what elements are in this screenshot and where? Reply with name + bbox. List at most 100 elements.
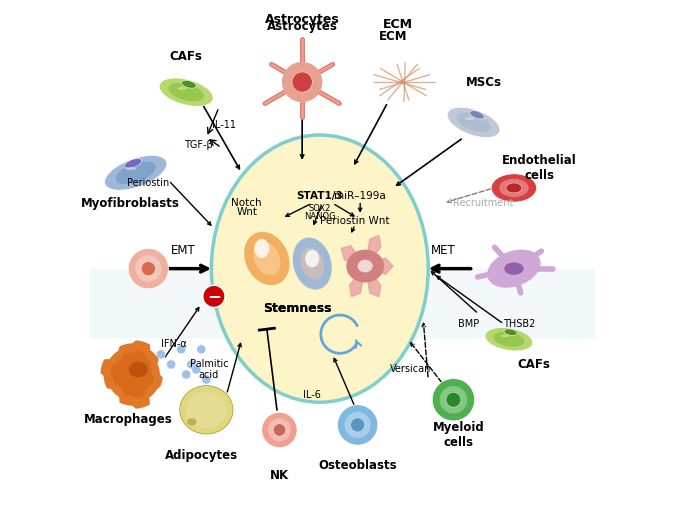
Text: NK: NK	[270, 469, 289, 482]
Text: Osteoblasts: Osteoblasts	[319, 459, 397, 472]
Ellipse shape	[464, 117, 474, 120]
Ellipse shape	[506, 183, 522, 193]
Ellipse shape	[254, 239, 269, 258]
Text: MET: MET	[431, 244, 456, 258]
Text: Astrocytes: Astrocytes	[265, 13, 340, 25]
Circle shape	[166, 360, 175, 369]
Ellipse shape	[159, 78, 213, 106]
Ellipse shape	[347, 250, 384, 282]
Polygon shape	[365, 266, 381, 297]
Text: THSB2: THSB2	[503, 319, 535, 329]
Text: EMT: EMT	[171, 244, 196, 258]
Ellipse shape	[186, 391, 227, 428]
Text: miR–199a: miR–199a	[334, 191, 386, 200]
Circle shape	[202, 375, 211, 384]
Ellipse shape	[282, 62, 323, 102]
Ellipse shape	[187, 418, 197, 425]
Text: Myeloid
cells: Myeloid cells	[433, 421, 484, 449]
Text: Recruitment: Recruitment	[453, 198, 514, 208]
Text: MSCs: MSCs	[466, 76, 501, 89]
Text: Wnt: Wnt	[236, 207, 257, 217]
Ellipse shape	[273, 424, 286, 436]
Ellipse shape	[504, 263, 523, 275]
Ellipse shape	[177, 87, 187, 90]
Text: −: −	[207, 287, 221, 305]
Text: Stemness: Stemness	[263, 303, 332, 315]
Circle shape	[197, 345, 206, 354]
Ellipse shape	[182, 81, 197, 88]
Circle shape	[151, 370, 160, 379]
Text: IL-6: IL-6	[303, 390, 321, 400]
Ellipse shape	[447, 107, 500, 137]
Ellipse shape	[446, 392, 461, 407]
Ellipse shape	[212, 135, 428, 402]
Text: TGF-β: TGF-β	[184, 140, 213, 150]
Polygon shape	[101, 340, 163, 409]
Ellipse shape	[135, 256, 162, 282]
Ellipse shape	[470, 111, 484, 119]
Ellipse shape	[179, 386, 233, 434]
Ellipse shape	[306, 250, 319, 267]
Text: CAFs: CAFs	[170, 50, 203, 63]
Ellipse shape	[456, 113, 490, 132]
Circle shape	[147, 360, 155, 369]
Ellipse shape	[440, 386, 467, 414]
Ellipse shape	[244, 232, 290, 285]
Polygon shape	[365, 258, 393, 274]
Ellipse shape	[141, 262, 155, 276]
Text: Palmitic
acid: Palmitic acid	[190, 358, 228, 380]
Ellipse shape	[493, 332, 525, 347]
Polygon shape	[341, 246, 365, 266]
Bar	[90, 269, 595, 337]
Ellipse shape	[125, 167, 136, 170]
Text: SOX2: SOX2	[309, 204, 331, 212]
Text: IFN-α: IFN-α	[161, 339, 186, 349]
Ellipse shape	[487, 249, 540, 288]
Ellipse shape	[292, 72, 312, 92]
Text: Macrophages: Macrophages	[84, 413, 173, 426]
Text: Periostin Wnt: Periostin Wnt	[321, 215, 390, 226]
Text: CAFs: CAFs	[518, 358, 551, 371]
Text: NANOG: NANOG	[304, 212, 336, 221]
Text: Adipocytes: Adipocytes	[165, 449, 238, 462]
Ellipse shape	[504, 329, 517, 336]
Circle shape	[187, 360, 196, 369]
Ellipse shape	[268, 418, 291, 442]
Circle shape	[177, 345, 186, 354]
Circle shape	[136, 350, 145, 359]
Text: Versican: Versican	[390, 365, 432, 375]
Ellipse shape	[301, 247, 324, 280]
Polygon shape	[349, 266, 365, 297]
Ellipse shape	[128, 248, 169, 289]
Circle shape	[203, 285, 225, 307]
Ellipse shape	[292, 238, 332, 289]
Ellipse shape	[338, 405, 378, 445]
Circle shape	[141, 375, 151, 384]
Ellipse shape	[129, 361, 148, 377]
Text: Stemness: Stemness	[263, 303, 332, 315]
Ellipse shape	[499, 179, 529, 197]
Text: Notch: Notch	[232, 198, 262, 208]
Text: ECM: ECM	[383, 18, 413, 30]
Text: IL-11: IL-11	[212, 120, 236, 130]
Ellipse shape	[345, 412, 371, 438]
Ellipse shape	[491, 174, 536, 202]
Ellipse shape	[262, 412, 297, 448]
Ellipse shape	[501, 335, 510, 337]
Text: BMP: BMP	[458, 319, 480, 329]
Ellipse shape	[432, 379, 475, 421]
Ellipse shape	[169, 83, 203, 101]
Text: STAT1/3: STAT1/3	[297, 191, 343, 200]
Circle shape	[182, 370, 190, 379]
Polygon shape	[110, 350, 154, 399]
Ellipse shape	[116, 162, 156, 184]
Circle shape	[192, 365, 201, 374]
Ellipse shape	[125, 159, 142, 168]
Text: Astrocytes: Astrocytes	[266, 20, 338, 33]
Ellipse shape	[351, 418, 364, 432]
Ellipse shape	[358, 260, 373, 272]
Text: ECM: ECM	[379, 30, 407, 43]
Text: Periostin: Periostin	[127, 178, 169, 188]
Text: Myofibroblasts: Myofibroblasts	[82, 197, 180, 209]
Ellipse shape	[105, 156, 167, 190]
